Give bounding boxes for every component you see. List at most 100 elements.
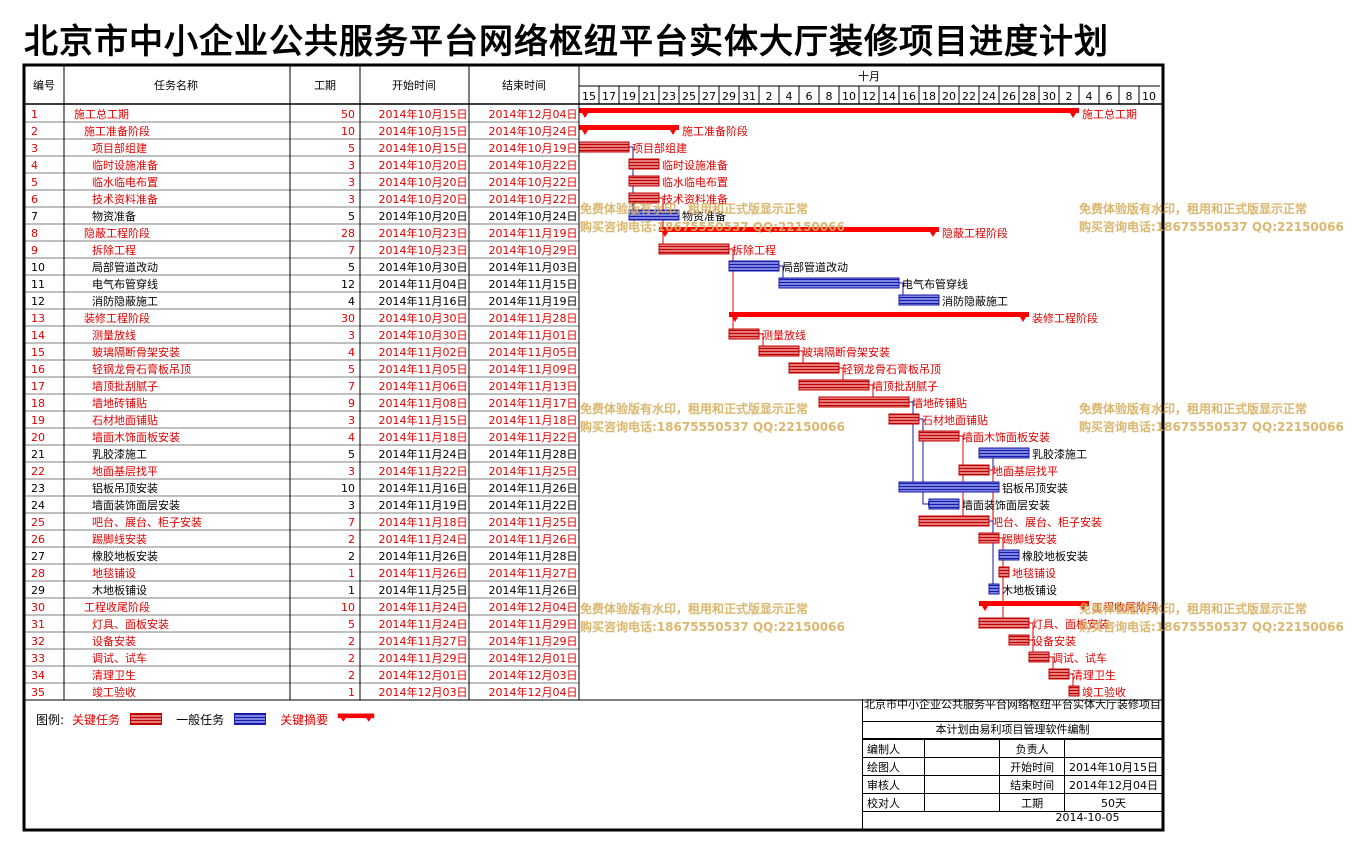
cell-end: 2014年11月09日 (489, 362, 578, 376)
cell-end: 2014年11月18日 (489, 413, 578, 427)
cell-start: 2014年11月24日 (379, 600, 468, 614)
table-row: 15 玻璃隔断骨架安装 4 2014年11月02日 2014年11月05日 (24, 345, 579, 361)
cell-end: 2014年11月25日 (489, 515, 578, 529)
cell-duration: 3 (348, 329, 355, 342)
cell-start: 2014年11月04日 (379, 277, 468, 291)
timescale-tick-label: 24 (982, 90, 996, 103)
table-row: 35 竣工验收 1 2014年12月03日 2014年12月04日 (24, 685, 579, 701)
bar-label: 墙顶批刮腻子 (872, 379, 938, 393)
cell-start: 2014年11月26日 (379, 566, 468, 580)
cell-end: 2014年11月22日 (489, 498, 578, 512)
cell-name: 拆除工程 (92, 243, 136, 257)
table-row: 9 拆除工程 7 2014年10月23日 2014年10月29日 (24, 243, 579, 259)
info-cell: 2014年12月04日 (1063, 775, 1162, 794)
cell-duration: 9 (348, 397, 355, 410)
svg-text:购买咨询电话:18675550537 QQ:22150066: 购买咨询电话:18675550537 QQ:22150066 (580, 619, 845, 634)
critical-task-bar (1048, 668, 1070, 680)
timescale-tick-label: 6 (1106, 90, 1113, 103)
cell-end: 2014年11月01日 (489, 328, 578, 342)
cell-end: 2014年12月04日 (489, 107, 578, 121)
cell-id: 18 (31, 397, 45, 410)
table-row: 11 电气布管穿线 12 2014年11月04日 2014年11月15日 (24, 277, 579, 293)
svg-text:购买咨询电话:18675550537 QQ:22150066: 购买咨询电话:18675550537 QQ:22150066 (580, 219, 845, 234)
cell-end: 2014年12月04日 (489, 685, 578, 699)
svg-text:免费体验版有水印，租用和正式版显示正常: 免费体验版有水印，租用和正式版显示正常 (1079, 201, 1307, 216)
cell-end: 2014年11月28日 (489, 311, 578, 325)
cell-duration: 7 (348, 244, 355, 257)
cell-name: 临水临电布置 (92, 175, 158, 189)
cell-name: 技术资料准备 (92, 192, 158, 206)
table-row: 31 灯具、面板安装 5 2014年11月24日 2014年11月29日 (24, 617, 579, 633)
header-name: 任务名称 (154, 78, 198, 92)
legend-summary-label: 关键摘要 (280, 712, 329, 727)
cell-duration: 10 (341, 125, 355, 138)
bar-label: 墙面装饰面层安装 (962, 498, 1050, 512)
timescale-tick-label: 18 (922, 90, 936, 103)
dependency-link (989, 520, 997, 592)
timescale-tick-label: 20 (942, 90, 956, 103)
header-end: 结束时间 (502, 79, 546, 92)
critical-task-bar (958, 464, 990, 476)
cell-duration: 7 (348, 516, 355, 529)
critical-task-bar (658, 243, 730, 255)
table-row: 6 技术资料准备 3 2014年10月20日 2014年10月22日 (24, 192, 579, 208)
timescale-tick-label: 10 (842, 90, 856, 103)
cell-id: 10 (31, 261, 45, 274)
cell-duration: 30 (341, 312, 355, 325)
bar-label: 设备安装 (1032, 634, 1076, 648)
cell-name: 清理卫生 (92, 668, 136, 682)
cell-end: 2014年11月19日 (489, 294, 578, 308)
bar-label: 地面基层找平 (992, 464, 1058, 478)
cell-name: 吧台、展台、柜子安装 (92, 515, 202, 529)
svg-text:购买咨询电话:18675550537 QQ:22150066: 购买咨询电话:18675550537 QQ:22150066 (1079, 219, 1344, 234)
table-row: 28 地毯铺设 1 2014年11月26日 2014年11月27日 (24, 566, 579, 582)
bar-label: 临水临电布置 (662, 175, 728, 189)
table-row: 21 乳胶漆施工 5 2014年11月24日 2014年11月28日 (24, 447, 579, 463)
cell-name: 橡胶地板安装 (92, 549, 158, 563)
table-row: 19 石材地面铺贴 3 2014年11月15日 2014年11月18日 (24, 413, 579, 429)
table-row: 27 橡胶地板安装 2 2014年11月26日 2014年11月28日 (24, 549, 579, 565)
cell-id: 21 (31, 448, 45, 461)
cell-duration: 28 (341, 227, 355, 240)
cell-start: 2014年10月23日 (379, 226, 468, 240)
cell-start: 2014年10月30日 (379, 260, 468, 274)
cell-name: 墙面木饰面板安装 (92, 430, 180, 444)
bar-label: 调试、试车 (1052, 651, 1107, 665)
bar-label: 清理卫生 (1072, 668, 1116, 682)
cell-name: 消防隐蔽施工 (92, 294, 158, 308)
critical-task-bar (1068, 685, 1080, 697)
cell-name: 灯具、面板安装 (92, 617, 169, 631)
cell-id: 17 (31, 380, 45, 393)
table-row: 20 墙面木饰面板安装 4 2014年11月18日 2014年11月22日 (24, 430, 579, 446)
timescale-tick-label: 21 (642, 90, 656, 103)
cell-start: 2014年11月15日 (379, 413, 468, 427)
timescale-tick-label: 29 (722, 90, 736, 103)
legend-critical-label: 关键任务 (72, 712, 121, 727)
cell-name: 施工总工期 (74, 107, 129, 121)
cell-start: 2014年10月30日 (379, 328, 468, 342)
page-title: 北京市中小企业公共服务平台网络枢纽平台实体大厅装修项目进度计划 (24, 22, 1109, 62)
timescale-tick-label: 2 (766, 90, 773, 103)
bar-label: 隐蔽工程阶段 (942, 226, 1008, 240)
info-title: 北京市中小企业公共服务平台网络枢纽平台实体大厅装修项目 (863, 699, 1162, 722)
cell-name: 墙地砖铺贴 (92, 396, 147, 410)
bar-label: 踢脚线安装 (1002, 532, 1057, 546)
critical-task-bar (628, 158, 660, 170)
cell-duration: 3 (348, 159, 355, 172)
cell-start: 2014年10月20日 (379, 158, 468, 172)
info-cell: 校对人 (863, 793, 925, 812)
svg-text:免费体验版有水印，租用和正式版显示正常: 免费体验版有水印，租用和正式版显示正常 (1079, 401, 1307, 416)
cell-duration: 50 (341, 108, 355, 121)
cell-name: 项目部组建 (92, 141, 147, 155)
table-row: 34 清理卫生 2 2014年12月01日 2014年12月03日 (24, 668, 579, 684)
cell-duration: 2 (348, 669, 355, 682)
cell-name: 轻钢龙骨石膏板吊顶 (92, 362, 191, 376)
cell-id: 32 (31, 635, 45, 648)
cell-end: 2014年11月26日 (489, 532, 578, 546)
info-cell (923, 757, 1001, 776)
bar-label: 橡胶地板安装 (1022, 549, 1088, 563)
